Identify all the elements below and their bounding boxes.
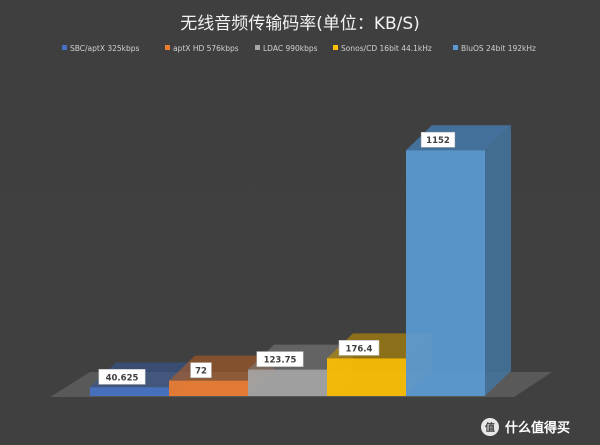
legend-label: Sonos/CD 16bit 44.1kHz: [341, 44, 432, 53]
watermark: 值 什么值得买: [481, 418, 570, 436]
data-labels-group: 40.625 72 123.75 176.4 1152: [98, 131, 456, 385]
data-label: 123.75: [264, 356, 297, 366]
data-label-box: [338, 340, 380, 356]
watermark-badge: 值: [485, 421, 495, 434]
legend-swatch: [62, 45, 67, 50]
legend-label: aptX HD 576kbps: [173, 44, 239, 53]
data-label-box: [420, 131, 456, 148]
legend-label: SBC/aptX 325kbps: [70, 44, 140, 53]
chart-title: 无线音频传输码率(单位：KB/S): [180, 14, 420, 34]
legend-swatch: [333, 45, 338, 50]
data-label-box: [98, 369, 146, 385]
legend-label: LDAC 990kbps: [263, 44, 318, 53]
data-label-box: [256, 351, 304, 367]
watermark-badge-circle: [481, 418, 499, 436]
bars-group: [90, 125, 511, 397]
data-label: 1152: [426, 136, 450, 146]
bar-side: [485, 125, 511, 397]
legend-swatch: [453, 45, 458, 50]
data-label: 176.4: [346, 344, 373, 354]
data-label: 72: [195, 367, 207, 377]
data-label: 40.625: [106, 373, 139, 383]
bar-front: [406, 150, 485, 396]
bar-front: [327, 358, 406, 396]
legend: SBC/aptX 325kbps aptX HD 576kbps LDAC 990k…: [62, 44, 536, 53]
bar-front: [248, 369, 327, 396]
bar: [406, 125, 511, 397]
legend-swatch: [165, 45, 170, 50]
watermark-text: 什么值得买: [505, 420, 570, 436]
data-label-box: [190, 362, 212, 378]
bar-front: [90, 387, 169, 396]
legend-swatch: [255, 45, 260, 50]
bar-front: [169, 380, 248, 396]
legend-label: BluOS 24bit 192kHz: [461, 44, 536, 53]
